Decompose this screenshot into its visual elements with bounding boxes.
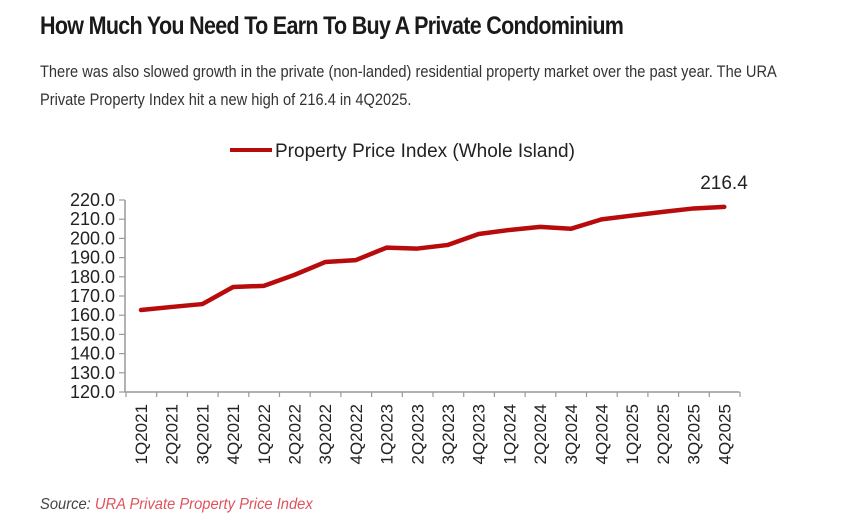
y-tick-label: 190.0 [70, 248, 115, 268]
y-tick-label: 210.0 [70, 209, 115, 229]
article-heading: How Much You Need To Earn To Buy A Priva… [40, 12, 624, 40]
y-tick-label: 200.0 [70, 228, 115, 248]
x-tick-label: 2Q2021 [163, 404, 182, 465]
x-tick-label: 4Q2023 [470, 404, 489, 465]
source-label: Source: [40, 496, 91, 513]
source-link[interactable]: URA Private Property Price Index [94, 496, 313, 513]
value-annotation: 216.4 [700, 173, 748, 194]
y-tick-label: 150.0 [70, 324, 115, 344]
x-tick-label: 2Q2022 [286, 404, 305, 465]
x-tick-label: 4Q2024 [593, 404, 612, 465]
x-tick-label: 2Q2024 [531, 404, 550, 465]
x-axis: 1Q2021 2Q2021 3Q2021 4Q2021 1Q2022 2Q2022 3Q20… [125, 391, 741, 465]
y-tick-label: 140.0 [70, 344, 115, 364]
series-line-group [138, 204, 727, 313]
x-tick-label: 2Q2023 [408, 404, 427, 465]
x-tick-label: 1Q2025 [623, 404, 642, 465]
x-tick-label: 1Q2021 [132, 404, 151, 465]
x-tick-label: 4Q2021 [224, 404, 243, 465]
series-line [138, 204, 727, 313]
article-intro: There was also slowed growth in the priv… [40, 62, 776, 109]
y-tick-label: 160.0 [70, 305, 115, 325]
x-tick-label: 1Q2023 [378, 404, 397, 465]
y-tick-label: 120.0 [70, 382, 115, 402]
x-tick-label: 3Q2023 [439, 404, 458, 465]
x-tick-label: 1Q2022 [255, 404, 274, 465]
x-tick-label: 3Q2021 [193, 404, 212, 465]
x-tick-label: 2Q2025 [654, 404, 673, 465]
x-tick-label: 3Q2024 [562, 404, 581, 465]
x-tick-label: 4Q2022 [347, 404, 366, 465]
x-tick-label: 4Q2025 [715, 404, 734, 465]
legend-label: Property Price Index (Whole Island) [275, 141, 575, 162]
x-tick-label: 3Q2022 [316, 404, 335, 465]
x-tick-label: 3Q2025 [685, 404, 704, 465]
y-tick-label: 180.0 [70, 267, 115, 287]
x-tick-label: 1Q2024 [500, 404, 519, 465]
y-tick-label: 130.0 [70, 363, 115, 383]
y-tick-label: 170.0 [70, 286, 115, 306]
price-index-chart: Property Price Index (Whole Island) 220.… [70, 141, 748, 465]
legend: Property Price Index (Whole Island) [230, 141, 575, 162]
y-axis: 220.0210.0200.0190.0180.0170.0160.0150.0… [70, 190, 126, 402]
source-line: Source: URA Private Property Price Index [40, 496, 313, 514]
y-tick-label: 220.0 [70, 190, 115, 210]
